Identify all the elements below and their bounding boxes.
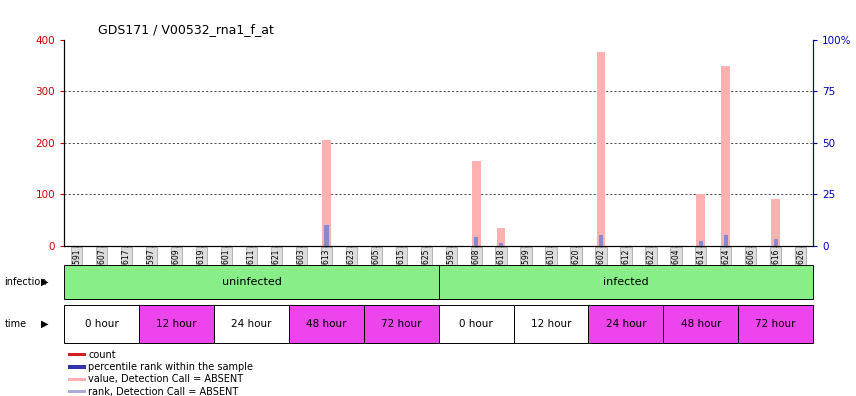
Text: 48 hour: 48 hour — [681, 319, 721, 329]
Text: 48 hour: 48 hour — [306, 319, 347, 329]
Bar — [597, 52, 605, 246]
Bar — [774, 239, 778, 246]
Text: uninfected: uninfected — [222, 277, 282, 287]
FancyBboxPatch shape — [663, 305, 738, 343]
Text: ▶: ▶ — [41, 319, 49, 329]
Bar — [496, 227, 506, 246]
Bar — [499, 244, 503, 246]
FancyBboxPatch shape — [64, 265, 438, 299]
FancyBboxPatch shape — [64, 305, 139, 343]
Text: 12 hour: 12 hour — [157, 319, 197, 329]
Text: count: count — [88, 350, 116, 360]
FancyBboxPatch shape — [364, 305, 438, 343]
Text: 24 hour: 24 hour — [606, 319, 646, 329]
Bar — [68, 353, 86, 356]
Text: 72 hour: 72 hour — [381, 319, 421, 329]
FancyBboxPatch shape — [514, 305, 588, 343]
Bar — [68, 365, 86, 369]
FancyBboxPatch shape — [214, 305, 288, 343]
FancyBboxPatch shape — [588, 305, 663, 343]
Text: percentile rank within the sample: percentile rank within the sample — [88, 362, 253, 372]
Text: 72 hour: 72 hour — [756, 319, 796, 329]
Bar — [472, 160, 480, 246]
Text: infection: infection — [4, 277, 47, 287]
FancyBboxPatch shape — [438, 305, 514, 343]
FancyBboxPatch shape — [288, 305, 364, 343]
FancyBboxPatch shape — [139, 305, 214, 343]
Text: ▶: ▶ — [41, 277, 49, 287]
Bar — [324, 225, 329, 246]
Bar — [698, 242, 703, 246]
Text: time: time — [4, 319, 27, 329]
Bar — [322, 140, 330, 246]
Text: 24 hour: 24 hour — [231, 319, 271, 329]
Bar — [722, 67, 730, 246]
Bar — [68, 378, 86, 381]
Bar — [771, 199, 780, 246]
Text: infected: infected — [603, 277, 649, 287]
Text: 0 hour: 0 hour — [460, 319, 493, 329]
Bar — [474, 237, 479, 246]
Bar — [68, 390, 86, 394]
Text: GDS171 / V00532_rna1_f_at: GDS171 / V00532_rna1_f_at — [98, 23, 274, 36]
FancyBboxPatch shape — [438, 265, 813, 299]
Text: value, Detection Call = ABSENT: value, Detection Call = ABSENT — [88, 374, 243, 385]
Text: 0 hour: 0 hour — [85, 319, 118, 329]
Bar — [723, 235, 728, 246]
Bar — [697, 194, 705, 246]
Bar — [599, 235, 603, 246]
FancyBboxPatch shape — [738, 305, 813, 343]
Text: rank, Detection Call = ABSENT: rank, Detection Call = ABSENT — [88, 387, 239, 396]
Text: 12 hour: 12 hour — [531, 319, 571, 329]
